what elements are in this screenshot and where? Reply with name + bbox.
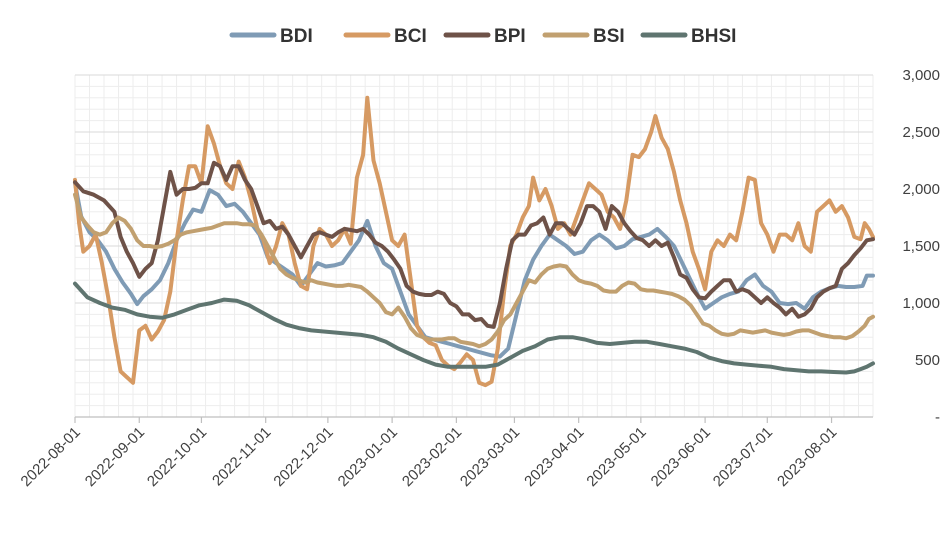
legend-label-bsi: BSI <box>593 26 625 47</box>
y-tick-label: 2,000 <box>902 181 940 198</box>
x-tick-label: 2022-11-01 <box>209 424 274 489</box>
y-tick-label: 3,000 <box>902 67 940 84</box>
x-tick-label: 2023-08-01 <box>774 424 840 490</box>
x-tick-label: 2023-07-01 <box>710 424 776 490</box>
legend-label-bdi: BDI <box>280 26 313 47</box>
series-lines <box>73 95 875 388</box>
x-tick-label: 2023-03-01 <box>457 424 523 490</box>
x-tick-label: 2022-12-01 <box>270 424 336 490</box>
legend-label-bci: BCI <box>394 26 427 47</box>
legend-label-bhsi: BHSI <box>691 26 736 47</box>
legend-label-bpi: BPI <box>494 26 526 47</box>
y-tick-label: 1,500 <box>902 238 940 255</box>
y-tick-label: 500 <box>915 352 940 369</box>
x-tick-label: 2022-08-01 <box>18 424 84 490</box>
grid <box>74 74 874 417</box>
y-tick-label: 1,000 <box>902 295 940 312</box>
legend: BDI BCI BPI BSI BHSI <box>229 26 736 47</box>
x-tick-label: 2023-04-01 <box>521 424 587 490</box>
series-line-bpi <box>73 160 875 329</box>
series-line-bhsi <box>73 281 875 375</box>
y-tick-label: - <box>935 409 940 426</box>
x-tick-label: 2023-06-01 <box>648 424 714 490</box>
x-tick-label: 2022-10-01 <box>144 424 210 490</box>
x-tick-label: 2023-01-01 <box>335 424 401 490</box>
x-tick-label: 2022-09-01 <box>82 424 148 490</box>
series-line-bsi <box>73 192 875 349</box>
axes: -5001,0001,5002,0002,5003,0002022-08-012… <box>18 67 940 490</box>
x-tick-label: 2023-02-01 <box>399 424 465 490</box>
x-tick-label: 2023-05-01 <box>583 424 649 490</box>
series-line-bdi <box>73 181 875 359</box>
series-line-bci <box>73 95 875 388</box>
y-tick-label: 2,500 <box>902 124 940 141</box>
